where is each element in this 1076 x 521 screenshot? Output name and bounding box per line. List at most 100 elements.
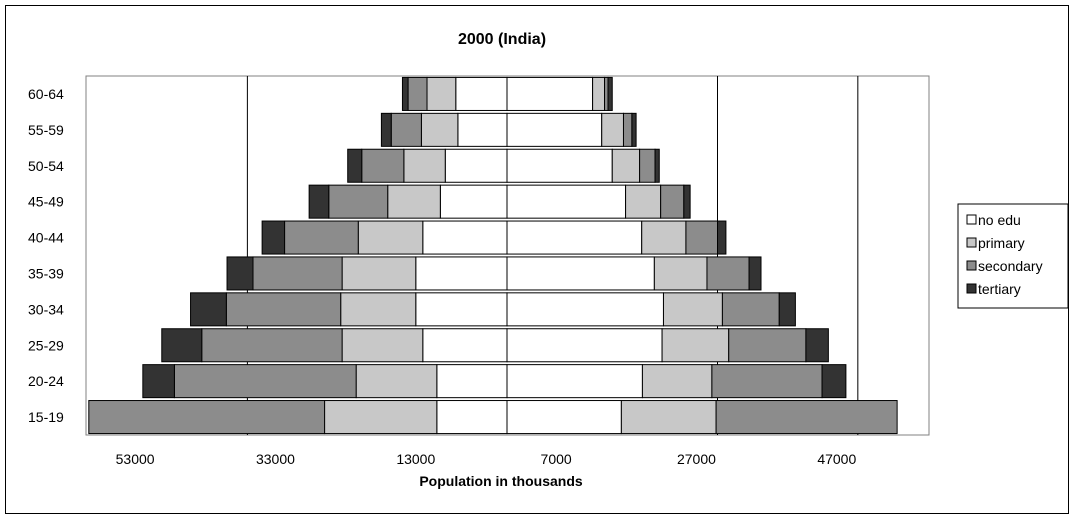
bar-left-50-54-no-edu [444,148,508,183]
y-tick-label: 20-24 [28,373,64,389]
bar-left-20-24-no-edu [436,364,508,399]
y-tick-labels: 15-19 20-24 25-29 30-34 35-39 40-44 45-49 50-54… [28,86,64,425]
x-tick-label: 13000 [396,451,435,467]
x-tick-labels: 53000 33000 13000 7000 27000 47000 [116,451,857,467]
legend-swatch-tertiary [966,283,977,294]
x-tick-label: 27000 [677,451,716,467]
bar-right-35-39-tertiary [748,256,762,291]
legend-swatch-secondary [966,260,977,271]
bar-left-60-64-tertiary [401,76,409,111]
y-tick-label: 25-29 [28,337,64,353]
bar-left-30-34-secondary [225,292,342,327]
bar-right-25-29-secondary [728,328,807,363]
bar-right-40-44-secondary [685,220,718,255]
bar-right-50-54-primary [611,148,641,183]
bar-left-40-44-no-edu [422,220,508,255]
bar-right-20-24-secondary [711,364,823,399]
chart-title: 2000 (India) [458,31,546,48]
bar-right-30-34-secondary [721,292,780,327]
bar-right-40-44-primary [641,220,687,255]
bar-left-25-29-no-edu [422,328,508,363]
bar-right-60-64-secondary [604,76,609,111]
bar-left-55-59-tertiary [380,112,392,147]
bar-left-45-49-tertiary [308,184,330,219]
y-tick-label: 40-44 [28,230,64,246]
bar-left-30-34-primary [340,292,417,327]
bar-left-50-54-primary [403,148,446,183]
bar-right-50-54-secondary [639,148,656,183]
bar-right-50-54-no-edu [506,148,613,183]
bar-left-45-49-secondary [328,184,389,219]
bar-left-50-54-tertiary [347,148,363,183]
legend-label: primary [978,235,1025,251]
bars [88,76,898,435]
bar-left-45-49-primary [387,184,441,219]
bar-right-40-44-no-edu [506,220,643,255]
y-tick-label: 60-64 [28,86,64,102]
legend-label: no edu [978,212,1021,228]
bar-right-35-39-secondary [706,256,750,291]
bar-left-15-19-no-edu [436,400,508,435]
bar-left-20-24-secondary [173,364,357,399]
bar-left-60-64-no-edu [455,76,508,111]
bar-left-20-24-tertiary [142,364,175,399]
bar-left-25-29-primary [341,328,424,363]
bar-right-30-34-no-edu [506,292,664,327]
bar-right-15-19-no-edu [506,400,622,435]
bar-right-20-24-tertiary [821,364,847,399]
y-tick-label: 50-54 [28,158,64,174]
bar-left-25-29-tertiary [161,328,203,363]
bar-left-35-39-no-edu [415,256,508,291]
bar-right-45-49-tertiary [683,184,691,219]
bar-right-20-24-primary [641,364,713,399]
bar-right-25-29-primary [661,328,730,363]
bar-right-60-64-tertiary [607,76,613,111]
bar-left-50-54-secondary [361,148,405,183]
bar-left-35-39-tertiary [226,256,254,291]
bar-right-25-29-tertiary [805,328,829,363]
legend-swatch-primary [966,237,977,248]
bar-left-15-19-secondary [88,400,326,435]
x-tick-label: 7000 [541,451,572,467]
population-pyramid-chart: 2000 (India) 15-19 20-24 25-29 30-34 35-39 40… [28,31,1069,489]
bar-right-60-64-primary [592,76,606,111]
y-tick-label: 30-34 [28,301,64,317]
bar-left-60-64-primary [426,76,457,111]
bar-right-30-34-tertiary [778,292,796,327]
bar-left-35-39-secondary [252,256,343,291]
bar-right-35-39-primary [653,256,708,291]
bar-right-60-64-no-edu [506,76,594,111]
y-tick-label: 35-39 [28,265,64,281]
bar-right-55-59-secondary [622,112,633,147]
legend-swatch-no-edu [966,214,977,225]
bar-left-45-49-no-edu [439,184,508,219]
x-tick-label: 47000 [817,451,856,467]
legend: no edu primary secondary tertiary [957,203,1069,309]
bar-left-15-19-primary [324,400,438,435]
bar-left-35-39-primary [341,256,417,291]
bar-right-30-34-primary [662,292,723,327]
bar-left-55-59-primary [420,112,459,147]
y-tick-label: 45-49 [28,194,64,210]
bar-left-40-44-tertiary [261,220,286,255]
y-tick-label: 55-59 [28,122,64,138]
bar-right-15-19-primary [620,400,717,435]
bar-left-25-29-secondary [201,328,343,363]
bar-left-30-34-no-edu [415,292,508,327]
bar-right-45-49-no-edu [506,184,627,219]
bar-right-55-59-primary [601,112,624,147]
y-tick-label: 15-19 [28,409,64,425]
x-axis-label: Population in thousands [419,473,583,489]
bar-left-55-59-no-edu [457,112,508,147]
bar-left-40-44-secondary [284,220,359,255]
legend-label: secondary [978,258,1043,274]
bar-left-30-34-tertiary [190,292,227,327]
bar-right-40-44-tertiary [717,220,727,255]
bar-left-55-59-secondary [390,112,422,147]
bar-left-40-44-primary [357,220,424,255]
bar-right-35-39-no-edu [506,256,655,291]
bar-right-55-59-no-edu [506,112,603,147]
x-tick-label: 33000 [256,451,295,467]
x-tick-label: 53000 [116,451,155,467]
bar-left-60-64-secondary [407,76,428,111]
